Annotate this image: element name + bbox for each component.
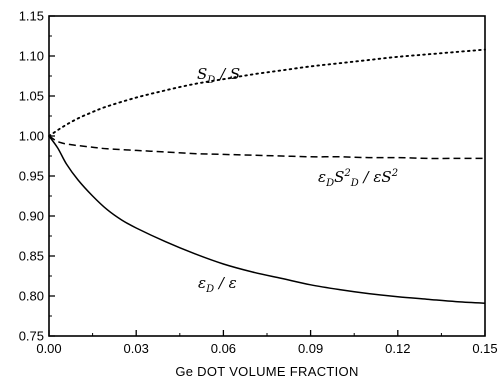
label-eps-ratio: εD / ε (198, 274, 237, 295)
label-part: / εS (359, 168, 392, 186)
x-tick-label: 0.15 (472, 341, 497, 356)
label-part: D (205, 284, 214, 295)
label-part: 2 (391, 168, 398, 179)
x-tick-label: 0.00 (36, 341, 61, 356)
plot-frame (48, 15, 486, 337)
label-part: / S (215, 65, 240, 83)
label-part: / ε (214, 274, 237, 292)
label-sd-over-s: SD / S (197, 65, 240, 86)
x-axis-title: Ge DOT VOLUME FRACTION (175, 364, 358, 379)
y-tick-label: 0.75 (19, 329, 44, 344)
x-tick-label: 0.03 (124, 341, 149, 356)
y-tick-label: 0.85 (19, 249, 44, 264)
label-part: D (350, 178, 359, 189)
y-tick-label: 0.80 (19, 289, 44, 304)
label-eps-sd2-ratio: εDS2D / εS2 (318, 168, 398, 189)
x-tick-label: 0.12 (385, 341, 410, 356)
label-part: ε (318, 168, 326, 186)
series-sd-over-s (48, 48, 486, 137)
y-axis: 0.75 0.80 0.85 0.90 0.95 1.00 1.05 1.10 1.15 (19, 9, 55, 344)
label-part: D (325, 178, 334, 189)
label-part: S (334, 168, 344, 186)
series-eps-sd2-ratio (48, 135, 485, 160)
y-tick-label: 1.05 (19, 89, 44, 104)
y-tick-label: 0.90 (19, 209, 44, 224)
label-part: D (206, 75, 215, 86)
y-tick-label: 1.00 (19, 129, 44, 144)
y-tick-label: 1.10 (19, 49, 44, 64)
x-tick-label: 0.09 (298, 341, 323, 356)
y-tick-label: 1.15 (19, 9, 44, 24)
y-tick-label: 0.95 (19, 169, 44, 184)
label-part: 2 (343, 168, 350, 179)
label-part: S (197, 65, 207, 83)
series-eps-ratio (48, 135, 486, 304)
x-tick-label: 0.06 (211, 341, 236, 356)
label-part: ε (198, 274, 206, 292)
plot-lines (48, 48, 486, 304)
x-axis: 0.00 0.03 0.06 0.09 0.12 0.15 (36, 330, 498, 356)
